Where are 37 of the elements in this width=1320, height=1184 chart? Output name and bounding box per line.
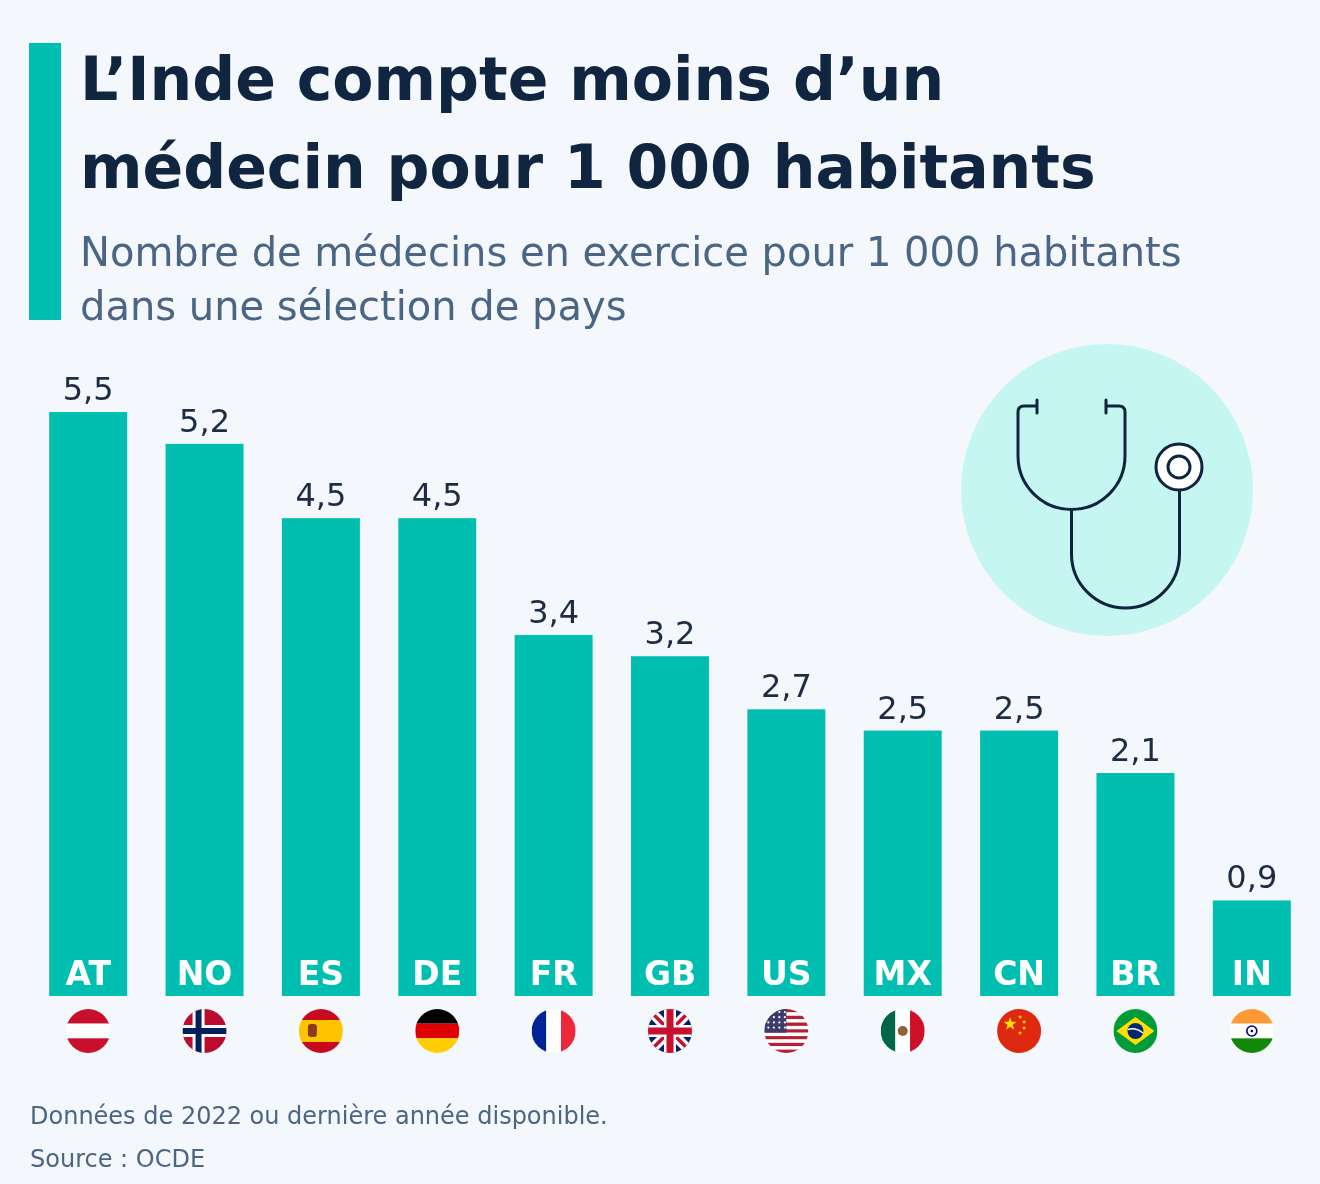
- x-tick-label: US: [761, 954, 812, 993]
- bar: [49, 412, 128, 996]
- x-tick-label: DE: [412, 954, 463, 993]
- chart-subtitle: Nombre de médecins en exercice pour 1 000 habitants dans une sélection de pays: [80, 229, 1182, 329]
- data-label: 5,2: [179, 401, 230, 440]
- x-tick-label: FR: [529, 954, 578, 993]
- data-label: 2,5: [877, 688, 929, 727]
- bar: [514, 634, 593, 996]
- data-label: 2,1: [1110, 731, 1161, 770]
- x-tick-label: IN: [1231, 954, 1272, 993]
- data-label: 4,5: [411, 476, 463, 515]
- x-tick-label: NO: [176, 954, 233, 993]
- data-label: 4,5: [295, 476, 347, 515]
- bar: [1212, 900, 1291, 996]
- bar: [398, 518, 477, 996]
- x-tick-label: BR: [1110, 954, 1161, 993]
- data-label: 5,5: [62, 370, 114, 408]
- bar: [1096, 773, 1175, 996]
- source-note: Source : OCDE: [30, 1145, 206, 1173]
- x-tick-label: MX: [873, 954, 932, 993]
- x-tick-label: AT: [65, 954, 112, 993]
- x-tick-label: ES: [297, 954, 345, 993]
- bar: [165, 443, 244, 996]
- bar: [980, 730, 1059, 996]
- bar: [281, 518, 360, 996]
- data-label: 3,4: [528, 592, 580, 631]
- chart-title: L’Inde compte moins d’un médecin pour 1 000 habitants: [80, 44, 1096, 202]
- x-tick-label: GB: [643, 954, 697, 993]
- bar: [747, 709, 826, 996]
- data-label: 2,7: [760, 667, 812, 706]
- bar: [631, 656, 709, 996]
- bar: [863, 730, 942, 996]
- data-label: 3,2: [644, 614, 696, 653]
- data-label: 2,5: [993, 688, 1045, 727]
- data-label: 0,9: [1226, 858, 1278, 897]
- text: Données de 2022 ou dernière année disponible.: [30, 1102, 608, 1130]
- x-tick-label: CN: [993, 954, 1046, 993]
